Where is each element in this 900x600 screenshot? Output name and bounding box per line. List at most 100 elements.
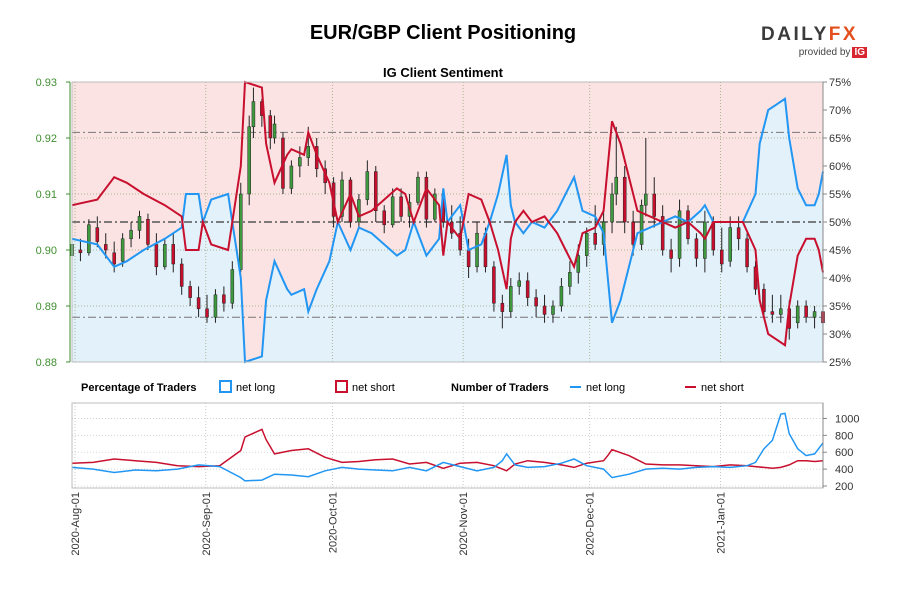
price-candle <box>87 219 91 256</box>
candle-body <box>289 165 294 189</box>
candle-body <box>779 308 783 315</box>
dailyfx-logo: DAILYFX provided by IG <box>761 24 867 58</box>
sentiment-tick-label: 40% <box>829 273 851 285</box>
candle-body <box>593 232 597 245</box>
sentiment-tick-label: 30% <box>829 329 851 341</box>
price-tick-label: 0.92 <box>36 133 57 145</box>
candle-body <box>534 297 538 307</box>
price-candle <box>196 286 201 318</box>
candle-body <box>87 224 91 254</box>
brand-name-daily: DAILY <box>761 24 829 45</box>
candle-body <box>399 196 403 217</box>
candle-body <box>120 238 125 262</box>
price-tick-label: 0.88 <box>36 357 57 369</box>
ig-logo: IG <box>852 47 867 58</box>
price-candle <box>610 182 614 234</box>
candle-body <box>812 311 817 318</box>
count-tick-label: 600 <box>835 447 853 459</box>
brand-provided-by: provided by IG <box>761 47 867 58</box>
candle-body <box>340 179 344 217</box>
candle-body <box>466 249 471 268</box>
sentiment-tick-label: 50% <box>829 217 851 229</box>
price-candle <box>669 238 673 273</box>
price-tick-label: 0.89 <box>36 301 57 313</box>
net-short-pct-line <box>71 80 824 347</box>
legend-pct-heading: Percentage of Traders <box>81 382 197 394</box>
candle-body <box>677 210 682 259</box>
x-tick-label: 2021-Jan-01 <box>716 492 728 554</box>
candle-body <box>348 179 353 223</box>
price-candle <box>120 233 125 267</box>
price-candle <box>568 261 572 295</box>
candle-body <box>365 171 370 200</box>
price-candle <box>390 188 395 228</box>
price-candle <box>694 233 699 267</box>
price-candle <box>542 294 547 323</box>
x-tick-label: 2020-Nov-01 <box>458 492 470 556</box>
price-candle <box>509 278 513 318</box>
candle-body <box>179 263 184 287</box>
price-candle <box>205 294 209 323</box>
count-axis-ticks: 1000 800 600 400 200 <box>823 413 859 493</box>
sentiment-tick-label: 65% <box>829 133 851 145</box>
candle-body <box>492 266 496 304</box>
price-candle <box>78 238 83 262</box>
price-candle <box>213 289 218 323</box>
sentiment-tick-label: 70% <box>829 105 851 117</box>
candle-body <box>804 305 808 318</box>
price-candle <box>163 238 167 270</box>
candle-body <box>129 230 133 240</box>
legend-num-short-label: net short <box>701 382 744 394</box>
price-candle <box>559 278 564 312</box>
candle-body <box>146 218 150 245</box>
candle-body <box>251 101 256 128</box>
net-long-count-line <box>71 412 824 482</box>
chart-title: IG Client Sentiment <box>383 65 504 80</box>
candle-body <box>500 302 505 312</box>
price-candle <box>171 233 176 273</box>
candle-body <box>795 305 800 324</box>
candle-body <box>559 286 564 307</box>
count-tick-label: 200 <box>835 481 853 493</box>
price-candle <box>719 227 724 273</box>
price-candle <box>686 205 690 245</box>
price-candle <box>622 166 627 234</box>
legend-pct-short-label: net short <box>352 382 395 394</box>
candle-body <box>652 193 656 217</box>
candle-body <box>390 196 395 226</box>
price-candle <box>492 261 496 312</box>
price-candle <box>268 110 273 150</box>
price-candle <box>272 115 277 144</box>
candle-body <box>686 210 690 240</box>
candle-body <box>382 210 386 226</box>
price-tick-label: 0.93 <box>36 77 57 89</box>
candle-body <box>568 272 572 287</box>
candle-body <box>614 176 619 195</box>
x-tick-label: 2020-Dec-01 <box>585 492 597 556</box>
price-candle <box>129 222 133 248</box>
price-candle <box>660 205 665 256</box>
price-candle <box>146 213 150 250</box>
sentiment-tick-label: 25% <box>829 357 851 369</box>
legend-pct-long-label: net long <box>236 382 275 394</box>
candle-body <box>736 227 741 240</box>
price-candle <box>239 182 243 273</box>
price-candle <box>804 300 808 323</box>
price-candle <box>365 160 370 206</box>
candle-body <box>188 286 192 298</box>
count-tick-label: 400 <box>835 464 853 476</box>
sentiment-tick-label: 55% <box>829 189 851 201</box>
candle-body <box>154 244 159 268</box>
x-tick-label: 2020-Aug-01 <box>70 492 82 556</box>
price-candle <box>677 199 682 267</box>
candle-body <box>78 249 83 254</box>
candle-body <box>576 255 581 273</box>
count-tick-label: 1000 <box>835 413 859 425</box>
candle-body <box>728 227 732 262</box>
brand-name: DAILYFX <box>761 24 867 46</box>
candle-body <box>268 115 273 139</box>
price-candle <box>424 171 429 228</box>
price-candle <box>728 216 732 267</box>
legend-num-long-label: net long <box>586 382 625 394</box>
